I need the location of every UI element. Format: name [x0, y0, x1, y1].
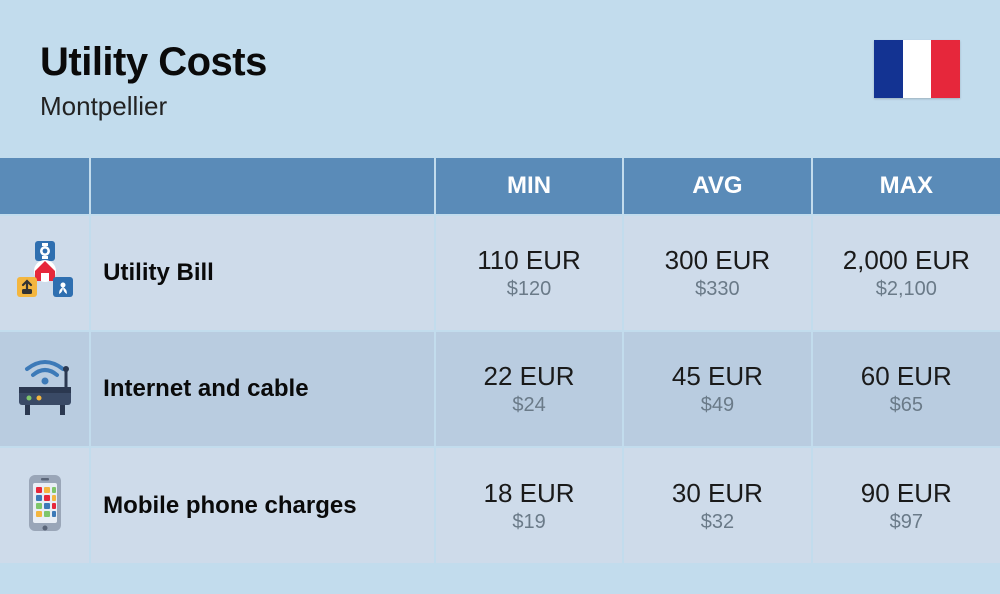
eur-value: 30 EUR: [624, 478, 810, 509]
flag-stripe-red: [931, 40, 960, 98]
icon-cell: [0, 447, 90, 563]
eur-value: 90 EUR: [813, 478, 1000, 509]
page-title: Utility Costs: [40, 40, 267, 85]
eur-value: 45 EUR: [624, 361, 810, 392]
cell-max: 60 EUR $65: [812, 331, 1000, 447]
cell-avg: 300 EUR $330: [623, 215, 811, 331]
cell-max: 2,000 EUR $2,100: [812, 215, 1000, 331]
cell-min: 18 EUR $19: [435, 447, 623, 563]
usd-value: $24: [436, 394, 622, 417]
eur-value: 60 EUR: [813, 361, 1000, 392]
col-label: [90, 158, 435, 215]
header: Utility Costs Montpellier: [0, 0, 1000, 158]
flag-stripe-white: [903, 40, 932, 98]
eur-value: 22 EUR: [436, 361, 622, 392]
cell-max: 90 EUR $97: [812, 447, 1000, 563]
cell-min: 22 EUR $24: [435, 331, 623, 447]
col-min: MIN: [435, 158, 623, 215]
page-subtitle: Montpellier: [40, 91, 267, 122]
table-row: Utility Bill 110 EUR $120 300 EUR $330 2…: [0, 215, 1000, 331]
col-avg: AVG: [623, 158, 811, 215]
icon-cell: [0, 331, 90, 447]
row-label: Internet and cable: [90, 331, 435, 447]
table-row: Mobile phone charges 18 EUR $19 30 EUR $…: [0, 447, 1000, 563]
flag-stripe-blue: [874, 40, 903, 98]
cell-avg: 45 EUR $49: [623, 331, 811, 447]
eur-value: 300 EUR: [624, 245, 810, 276]
col-icon: [0, 158, 90, 215]
usd-value: $49: [624, 394, 810, 417]
mobile-phone-icon: [13, 471, 77, 535]
eur-value: 18 EUR: [436, 478, 622, 509]
row-label: Utility Bill: [90, 215, 435, 331]
usd-value: $65: [813, 394, 1000, 417]
usd-value: $19: [436, 511, 622, 534]
title-block: Utility Costs Montpellier: [40, 40, 267, 122]
france-flag-icon: [874, 40, 960, 98]
eur-value: 2,000 EUR: [813, 245, 1000, 276]
icon-cell: [0, 215, 90, 331]
cell-avg: 30 EUR $32: [623, 447, 811, 563]
usd-value: $330: [624, 278, 810, 301]
eur-value: 110 EUR: [436, 245, 622, 276]
table-row: Internet and cable 22 EUR $24 45 EUR $49…: [0, 331, 1000, 447]
usd-value: $32: [624, 511, 810, 534]
utility-bill-icon: [13, 239, 77, 303]
usd-value: $97: [813, 511, 1000, 534]
internet-cable-icon: [13, 355, 77, 419]
row-label: Mobile phone charges: [90, 447, 435, 563]
col-max: MAX: [812, 158, 1000, 215]
costs-table: MIN AVG MAX: [0, 158, 1000, 563]
cell-min: 110 EUR $120: [435, 215, 623, 331]
usd-value: $120: [436, 278, 622, 301]
usd-value: $2,100: [813, 278, 1000, 301]
table-header-row: MIN AVG MAX: [0, 158, 1000, 215]
